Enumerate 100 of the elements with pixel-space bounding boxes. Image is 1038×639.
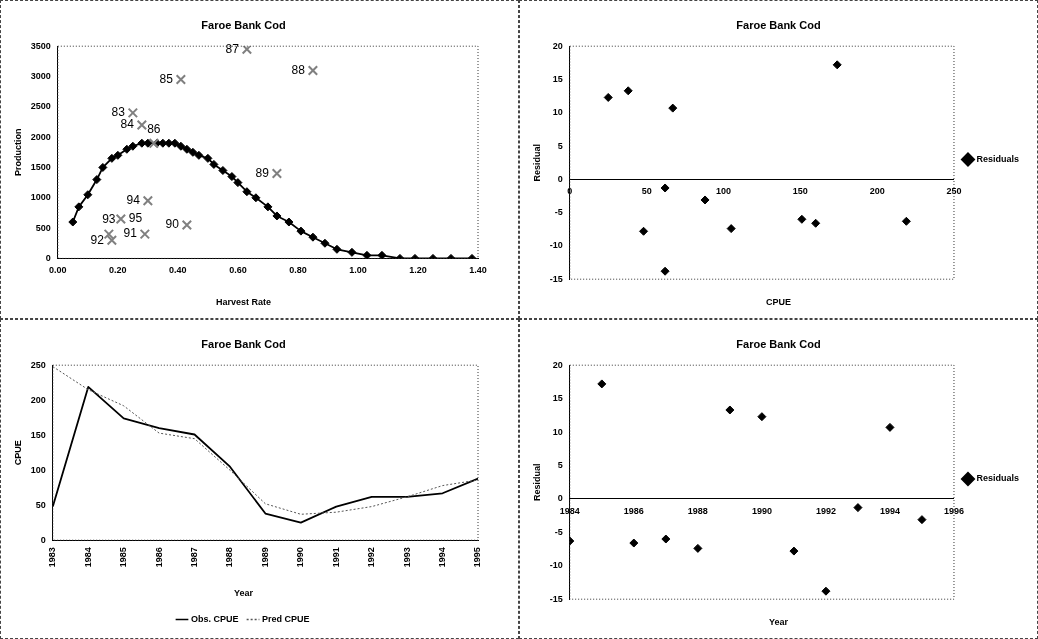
point bbox=[181, 219, 193, 231]
y-tick-label: -15 bbox=[549, 593, 563, 604]
chart-title: Faroe Bank Cod bbox=[736, 337, 821, 350]
point bbox=[693, 543, 703, 553]
x-axis-title: CPUE bbox=[765, 297, 792, 308]
point bbox=[74, 202, 84, 212]
point bbox=[901, 216, 911, 226]
point bbox=[148, 137, 160, 149]
point bbox=[917, 515, 927, 525]
x-axis-title: Year bbox=[768, 617, 789, 628]
annotation: 84 bbox=[120, 117, 135, 132]
y-tick-label: 10 bbox=[552, 107, 563, 118]
point bbox=[182, 144, 192, 154]
y-axis-title: Residual bbox=[531, 463, 542, 501]
point bbox=[188, 147, 198, 157]
point bbox=[263, 202, 273, 212]
x-tick-label: 1989 bbox=[259, 547, 270, 568]
x-tick-label: 1991 bbox=[330, 547, 341, 568]
x-tick-label: 1990 bbox=[751, 505, 772, 516]
x-tick-label: 0.80 bbox=[289, 265, 307, 276]
annotation: 85 bbox=[159, 71, 174, 86]
y-tick-label: 1500 bbox=[30, 161, 51, 172]
x-tick-label: 1992 bbox=[815, 505, 836, 516]
point bbox=[83, 190, 93, 200]
x-tick-label: 1988 bbox=[224, 547, 235, 568]
y-tick-label: -5 bbox=[554, 207, 563, 218]
y-tick-label: 0 bbox=[40, 534, 46, 545]
point bbox=[271, 168, 283, 179]
point bbox=[661, 534, 671, 544]
point bbox=[660, 183, 670, 193]
point bbox=[227, 172, 237, 182]
y-tick-label: 250 bbox=[30, 359, 46, 370]
y-tick-label: 15 bbox=[552, 73, 563, 84]
x-tick-label: 1992 bbox=[366, 547, 377, 568]
y-axis-title: Residual bbox=[531, 143, 542, 182]
point bbox=[241, 46, 253, 55]
y-tick-label: 5 bbox=[557, 140, 563, 151]
point bbox=[757, 412, 767, 422]
annotation: 89 bbox=[255, 165, 270, 180]
y-tick-label: 100 bbox=[30, 464, 46, 475]
x-tick-label: 1985 bbox=[118, 547, 129, 568]
point bbox=[128, 141, 138, 151]
x-tick-label: 1987 bbox=[189, 547, 200, 568]
point bbox=[68, 217, 78, 227]
y-tick-label: 150 bbox=[30, 429, 46, 440]
legend-label: Residuals bbox=[976, 473, 1020, 484]
y-axis-title: Production bbox=[12, 128, 23, 177]
point bbox=[92, 175, 102, 185]
x-axis-title: Year bbox=[233, 588, 254, 599]
point bbox=[811, 218, 821, 228]
point bbox=[629, 538, 639, 548]
legend-label: Pred CPUE bbox=[262, 613, 310, 624]
point bbox=[175, 74, 187, 85]
x-tick-label: 0.60 bbox=[229, 265, 247, 276]
x-tick-label: 250 bbox=[946, 186, 962, 197]
point bbox=[821, 586, 831, 596]
chart-title: Faroe Bank Cod bbox=[201, 18, 286, 31]
annotation: 93 bbox=[102, 212, 116, 227]
x-tick-label: 1984 bbox=[82, 547, 93, 568]
y-axis-title: CPUE bbox=[12, 440, 23, 466]
point bbox=[639, 226, 649, 236]
x-tick-label: 0.40 bbox=[169, 265, 187, 276]
y-tick-label: 0 bbox=[557, 493, 563, 504]
y-tick-label: 20 bbox=[552, 359, 563, 370]
y-tick-label: 0 bbox=[557, 173, 563, 184]
annotation: 83 bbox=[111, 105, 126, 120]
y-tick-label: -5 bbox=[554, 526, 563, 537]
point bbox=[98, 162, 108, 172]
y-tick-label: 20 bbox=[552, 40, 563, 51]
point bbox=[885, 422, 895, 432]
y-tick-label: 1000 bbox=[30, 192, 51, 203]
point bbox=[832, 60, 842, 70]
point bbox=[136, 119, 148, 131]
point bbox=[284, 217, 294, 227]
x-tick-label: 1990 bbox=[295, 547, 306, 568]
y-tick-label: 500 bbox=[35, 222, 51, 233]
annotation: 94 bbox=[126, 193, 141, 208]
y-tick-label: 200 bbox=[30, 394, 46, 405]
point bbox=[362, 250, 372, 259]
y-tick-label: 5 bbox=[557, 459, 563, 470]
annotation: 95 bbox=[128, 211, 143, 226]
annotation: 90 bbox=[165, 217, 180, 232]
y-tick-label: 10 bbox=[552, 426, 563, 437]
y-tick-label: -10 bbox=[549, 240, 563, 251]
x-tick-label: 1993 bbox=[401, 547, 412, 568]
point bbox=[789, 546, 799, 556]
chart-title: Faroe Bank Cod bbox=[201, 337, 286, 350]
point bbox=[251, 193, 261, 203]
point bbox=[347, 247, 357, 257]
y-tick-label: 0 bbox=[45, 252, 51, 263]
x-tick-label: 0.20 bbox=[109, 265, 127, 276]
point bbox=[296, 226, 306, 236]
point bbox=[726, 224, 736, 234]
y-tick-label: -10 bbox=[549, 560, 563, 571]
point bbox=[320, 238, 330, 248]
point bbox=[139, 228, 151, 240]
x-tick-label: 100 bbox=[715, 186, 731, 197]
point bbox=[660, 266, 670, 276]
point bbox=[272, 211, 282, 221]
point bbox=[115, 213, 127, 225]
